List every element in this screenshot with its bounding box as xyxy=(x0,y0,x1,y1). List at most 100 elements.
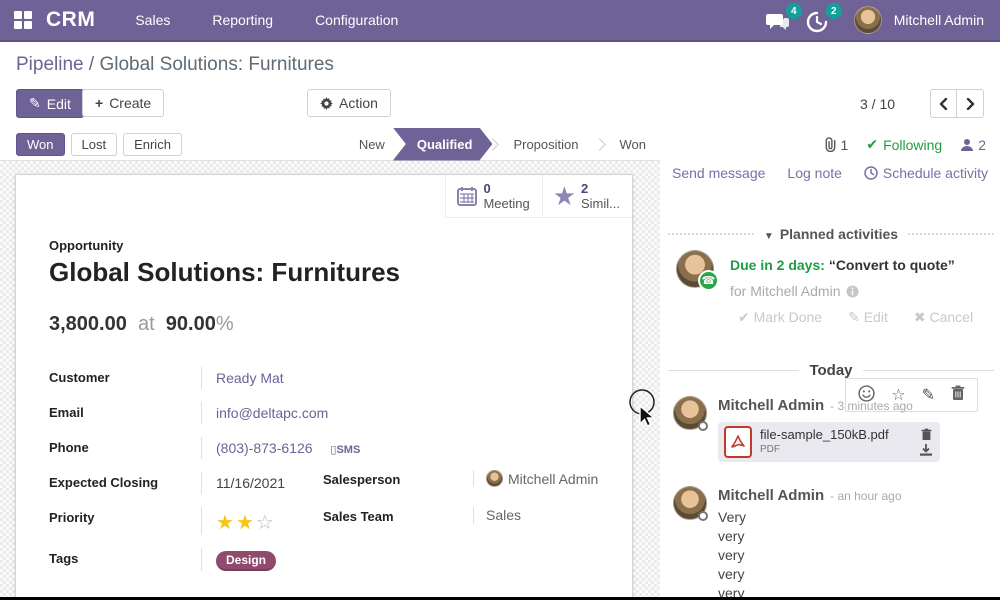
similar-leads-stat-button[interactable]: ★ 2 Simil... xyxy=(541,175,632,217)
opportunity-title: Global Solutions: Furnitures xyxy=(49,257,400,287)
menu-reporting[interactable]: Reporting xyxy=(212,12,274,28)
stage-qualified[interactable]: Qualified xyxy=(393,128,493,161)
divider xyxy=(862,370,994,371)
activity-edit-button[interactable]: ✎ Edit xyxy=(848,309,888,325)
pager-previous-button[interactable] xyxy=(930,89,957,118)
record-type-label: Opportunity xyxy=(49,238,124,253)
email-value[interactable]: info@deltapc.com xyxy=(216,405,329,421)
create-button[interactable]: + Create xyxy=(82,89,165,117)
status-bar: Won Lost Enrich New Qualified Propositio… xyxy=(0,128,660,161)
message-author[interactable]: Mitchell Admin - an hour ago xyxy=(718,487,902,504)
edit-button[interactable]: ✎ Edit xyxy=(16,89,84,118)
caret-down-icon: ▼ xyxy=(763,231,774,242)
star-message-icon[interactable]: ☆ xyxy=(891,387,906,404)
person-icon xyxy=(961,138,974,151)
tag-design[interactable]: Design xyxy=(216,551,277,571)
action-button[interactable]: Action xyxy=(307,89,391,117)
expected-revenue: 3,800.00 xyxy=(49,313,127,335)
add-reaction-icon[interactable] xyxy=(858,385,875,405)
sales-team-value[interactable]: Sales xyxy=(486,507,522,523)
message-avatar xyxy=(673,396,708,431)
meetings-stat-button[interactable]: 0 Meeting xyxy=(445,175,541,217)
delete-message-icon[interactable] xyxy=(951,385,965,405)
activity-assignee: for Mitchell Admin xyxy=(730,283,841,299)
schedule-activity-button[interactable]: Schedule activity xyxy=(864,165,988,181)
sms-button[interactable]: ▯SMS xyxy=(330,444,361,456)
message-body: Very very very very very xyxy=(718,509,747,600)
pdf-file-icon xyxy=(724,426,752,458)
followers-button[interactable]: 2 xyxy=(960,137,986,153)
stage-separator xyxy=(592,137,606,151)
star-icon: ★ xyxy=(552,181,576,211)
sales-team-label: Sales Team xyxy=(323,509,394,524)
stage-proposition[interactable]: Proposition xyxy=(513,136,579,152)
pager-next-button[interactable] xyxy=(957,89,984,118)
message-timestamp: - an hour ago xyxy=(830,489,902,503)
attachment-delete-icon[interactable] xyxy=(920,428,932,441)
attachment-download-icon[interactable] xyxy=(920,444,932,456)
tags-label: Tags xyxy=(49,551,79,566)
screen-edge-artifact xyxy=(0,597,1000,600)
online-status-dot xyxy=(698,421,708,431)
stage-won[interactable]: Won xyxy=(619,136,647,152)
user-menu[interactable]: Mitchell Admin xyxy=(893,12,984,28)
salesperson-label: Salesperson xyxy=(323,472,401,487)
phone-label: Phone xyxy=(49,440,89,455)
customer-label: Customer xyxy=(49,370,110,385)
calendar-icon xyxy=(456,185,478,207)
following-button[interactable]: ✔ Following xyxy=(866,136,943,153)
probability: 90.00 xyxy=(165,313,216,335)
mark-done-button[interactable]: ✔ Mark Done xyxy=(738,309,823,325)
message-hover-toolbar: ☆ ✎ xyxy=(845,378,978,412)
plus-icon: + xyxy=(95,95,104,111)
clock-icon xyxy=(864,166,878,180)
chatter-panel: 1 ✔ Following 2 Send message Log note Sch… xyxy=(660,128,1000,600)
planned-activities-header[interactable]: ▼ Planned activities xyxy=(763,226,899,242)
priority-star-3[interactable]: ☆ xyxy=(255,512,276,534)
attachment-card[interactable]: file-sample_150kB.pdf PDF xyxy=(718,422,940,462)
activity-due-date: Due in 2 days: xyxy=(730,257,825,273)
gear-icon xyxy=(320,96,333,110)
today-header: Today xyxy=(809,362,853,379)
breadcrumb: Pipeline / Global Solutions: Furnitures xyxy=(16,54,334,75)
message-avatar xyxy=(673,486,708,521)
priority-star-1[interactable]: ★ xyxy=(216,512,236,534)
divider xyxy=(668,233,754,235)
attachments-button[interactable]: 1 xyxy=(823,137,848,153)
expected-revenue-row: 3,800.00 at 90.00% xyxy=(49,313,234,335)
phone-value[interactable]: (803)-873-6126 xyxy=(216,440,313,456)
priority-star-2[interactable]: ★ xyxy=(235,512,256,534)
check-icon: ✔ xyxy=(866,136,879,152)
divider xyxy=(668,370,800,371)
message-author[interactable]: Mitchell Admin - 3 minutes ago xyxy=(718,397,913,414)
won-button[interactable]: Won xyxy=(16,132,65,156)
user-avatar[interactable] xyxy=(853,6,882,34)
priority-stars: ★★☆ xyxy=(201,507,276,535)
form-background: 0 Meeting ★ 2 Simil... Opportunity Global … xyxy=(0,161,660,600)
email-label: Email xyxy=(49,405,84,420)
activity-cancel-button[interactable]: ✖ Cancel xyxy=(913,309,974,325)
expected-closing-value[interactable]: 11/16/2021 xyxy=(216,475,286,491)
pager-counter: 3 / 10 xyxy=(860,96,896,112)
apps-grid-icon[interactable] xyxy=(14,11,32,29)
divider xyxy=(908,233,994,235)
app-name[interactable]: CRM xyxy=(46,8,96,31)
expected-closing-label: Expected Closing xyxy=(49,475,159,490)
edit-message-icon[interactable]: ✎ xyxy=(921,387,935,404)
enrich-button[interactable]: Enrich xyxy=(123,132,182,156)
menu-configuration[interactable]: Configuration xyxy=(315,12,399,28)
stage-new[interactable]: New xyxy=(358,136,385,152)
menu-sales[interactable]: Sales xyxy=(135,12,171,28)
salesperson-value[interactable]: Mitchell Admin xyxy=(508,471,599,487)
attachment-filename: file-sample_150kB.pdf xyxy=(760,427,889,442)
log-note-button[interactable]: Log note xyxy=(787,165,842,181)
breadcrumb-pipeline[interactable]: Pipeline xyxy=(16,54,84,75)
stage-pipeline: New Qualified Proposition Won xyxy=(345,128,660,161)
top-navbar: CRM Sales Reporting Configuration 4 2 Mi… xyxy=(0,0,1000,42)
attachment-filetype: PDF xyxy=(760,444,780,455)
customer-value[interactable]: Ready Mat xyxy=(216,370,284,386)
messages-icon[interactable]: 4 xyxy=(765,3,802,35)
lost-button[interactable]: Lost xyxy=(70,132,118,156)
activities-icon[interactable]: 2 xyxy=(806,3,842,35)
send-message-button[interactable]: Send message xyxy=(672,165,766,181)
